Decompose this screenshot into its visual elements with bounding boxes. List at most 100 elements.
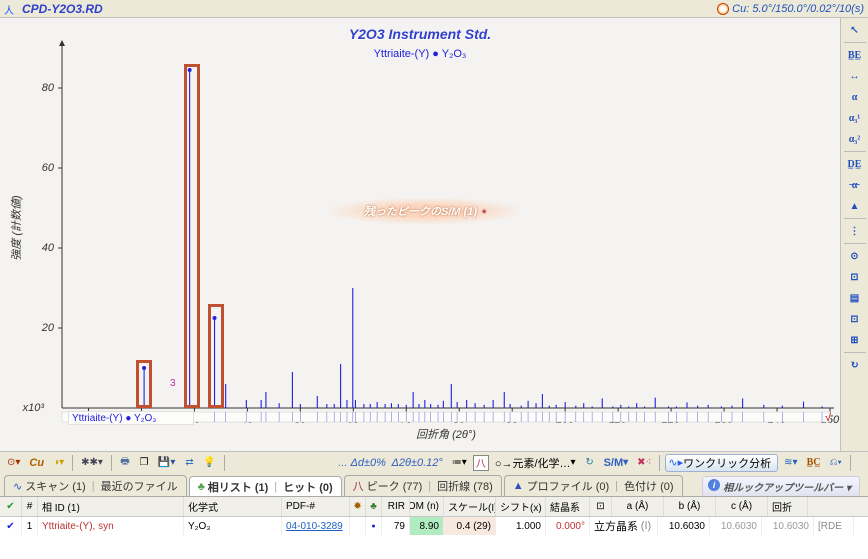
grid-row[interactable]: ✔ 1 Yttriaite-(Y), syn Y₂O₃ 04-010-3289 …	[0, 517, 868, 535]
cell-a: 10.6030	[658, 517, 710, 535]
peaks-tab-icon: 八	[353, 478, 364, 494]
copy-icon[interactable]: ❐	[136, 454, 152, 472]
col-idx[interactable]: #	[22, 497, 38, 516]
col-phase-id[interactable]: 相 ID (1)	[38, 497, 184, 516]
transfer-icon[interactable]: ⇄	[181, 454, 197, 472]
right-tool-8[interactable]: ▲	[844, 196, 866, 216]
right-tool-13[interactable]: ⊡	[844, 309, 866, 329]
cell-star	[350, 517, 366, 535]
tabs-row: ∿ スキャン (1)|最近のファイル ♣ 相リスト (1)|ヒット (0) 八 …	[4, 475, 683, 496]
svg-text:40: 40	[42, 242, 55, 254]
phase-grid: ✔ # 相 ID (1) 化学式 PDF-# ✹ ♣ RIR FOM (n) ス…	[0, 496, 868, 559]
col-b[interactable]: b (Å)	[664, 497, 716, 516]
bc-button[interactable]: B̲C̲	[804, 454, 824, 472]
cell-phase: Yttriaite-(Y), syn	[38, 517, 184, 535]
cell-check[interactable]: ✔	[0, 517, 22, 535]
cell-c: 10.6030	[762, 517, 814, 535]
col-c[interactable]: c (Å)	[716, 497, 768, 516]
cell-shift: 0.000°	[546, 517, 590, 535]
delta-label: … Δd±0% Δ2θ±0.12°	[335, 457, 446, 469]
col-shift[interactable]: シフト(x)	[496, 497, 546, 516]
col-rir[interactable]: RIR	[382, 497, 410, 516]
svg-text:回折角 (2θ°): 回折角 (2θ°)	[416, 428, 476, 441]
col-star[interactable]: ✹	[350, 497, 366, 516]
file-name: CPD-Y2O3.RD	[22, 2, 103, 16]
col-flag[interactable]: ⊡	[590, 497, 612, 516]
grid-header: ✔ # 相 ID (1) 化学式 PDF-# ✹ ♣ RIR FOM (n) ス…	[0, 497, 868, 517]
right-toolbar: ↖B̲E̲↔αα₃¹α₃²D̲E̶̲α̶▲⋮⊙⊡▤⊡⊞↻	[840, 18, 868, 451]
cell-b: 10.6030	[710, 517, 762, 535]
tab-peaks[interactable]: 八 ピーク (77)|回折線 (78)	[344, 475, 502, 496]
cell-idx: 1	[22, 517, 38, 535]
target-dropdown[interactable]: ⊙▾	[4, 454, 23, 472]
svg-text:x10³: x10³	[22, 402, 45, 414]
cell-last: [RDE	[814, 517, 854, 535]
col-refl[interactable]: 回折	[768, 497, 808, 516]
right-tool-1[interactable]: B̲E̲	[844, 45, 866, 65]
right-tool-10[interactable]: ⊙	[844, 246, 866, 266]
wave-icon[interactable]: ≋▾	[781, 454, 800, 472]
close-analysis-icon[interactable]: ✖⁖	[634, 454, 654, 472]
col-scale[interactable]: スケール(I)	[444, 497, 496, 516]
svg-text:√: √	[825, 412, 832, 424]
right-tool-15[interactable]: ↻	[844, 355, 866, 375]
options-menu[interactable]: ≔▾	[449, 454, 470, 472]
cell-formula: Y₂O₃	[184, 517, 282, 535]
target-icon	[717, 3, 729, 15]
pattern-mode-icon[interactable]: 八	[473, 455, 489, 471]
right-tool-5[interactable]: α₃²	[844, 129, 866, 149]
phase-legend-box[interactable]: Yttriaite-(Y) ● Y₂O₃	[68, 411, 194, 425]
right-tool-6[interactable]: D̲E̲	[844, 154, 866, 174]
right-tool-11[interactable]: ⊡	[844, 267, 866, 287]
profile-tab-icon: ▲	[513, 480, 524, 492]
col-fom[interactable]: FOM (n)	[410, 497, 444, 516]
col-formula[interactable]: 化学式	[184, 497, 282, 516]
sm-button[interactable]: S/M▾	[601, 454, 632, 472]
cell-dot: ●	[366, 517, 382, 535]
cell-scale: 1.000	[496, 517, 546, 535]
right-tool-12[interactable]: ▤	[844, 288, 866, 308]
bulb-icon[interactable]: ◑▾	[50, 454, 67, 472]
col-a[interactable]: a (Å)	[612, 497, 664, 516]
right-tool-2[interactable]: ↔	[844, 66, 866, 86]
elements-button[interactable]: ○→元素/化学…▾	[492, 454, 579, 472]
scan-text: Cu: 5.0°/150.0°/0.02°/10(s)	[732, 3, 864, 15]
col-club[interactable]: ♣	[366, 497, 382, 516]
right-tool-9[interactable]: ⋮	[844, 221, 866, 241]
cell-fom-n: 0.4 (29)	[444, 517, 496, 535]
svg-text:80: 80	[42, 82, 55, 94]
phase-tab-icon: ♣	[198, 481, 205, 493]
tab-phase-list[interactable]: ♣ 相リスト (1)|ヒット (0)	[189, 476, 342, 497]
gears-icon[interactable]: ✱✱▾	[78, 454, 106, 472]
tab-scans[interactable]: ∿ スキャン (1)|最近のファイル	[4, 475, 187, 496]
tab-profile[interactable]: ▲ プロファイル (0)|色付け (0)	[504, 475, 683, 496]
diffractogram-plot[interactable]: 1020304050607080901001101201301401502040…	[0, 18, 840, 451]
plot-svg: 1020304050607080901001101201301401502040…	[0, 18, 840, 451]
lightbulb-icon[interactable]: 💡	[200, 454, 218, 472]
col-system[interactable]: 結晶系	[546, 497, 590, 516]
reload-icon[interactable]: ↻	[582, 454, 598, 472]
scan-tab-icon: ∿	[13, 480, 22, 493]
cell-rir: 79	[382, 517, 410, 535]
svg-text:60: 60	[42, 162, 55, 174]
svg-text:20: 20	[41, 322, 55, 334]
phase-lookup-toolbar[interactable]: 相ルックアップツールバー ▾	[702, 476, 860, 497]
print-icon[interactable]: 🖶	[117, 454, 133, 472]
save-icon[interactable]: 💾▾	[155, 454, 178, 472]
right-tool-14[interactable]: ⊞	[844, 330, 866, 350]
right-tool-3[interactable]: α	[844, 87, 866, 107]
right-tool-7[interactable]: ̶α̶	[844, 175, 866, 195]
cell-system: 立方晶系 (I)	[590, 517, 658, 535]
right-tool-0[interactable]: ↖	[844, 20, 866, 40]
chart-tool-icon[interactable]: ⎌▾	[826, 454, 844, 472]
cell-pdf-link[interactable]: 04-010-3289	[282, 517, 350, 535]
oneclick-button[interactable]: ∿▸ワンクリック分析	[665, 454, 778, 472]
col-check[interactable]: ✔	[0, 497, 22, 516]
scan-parameters: Cu: 5.0°/150.0°/0.02°/10(s)	[717, 3, 864, 15]
col-pdf[interactable]: PDF-#	[282, 497, 350, 516]
right-tool-4[interactable]: α₃¹	[844, 108, 866, 128]
svg-text:強度 (計数値): 強度 (計数値)	[10, 195, 23, 261]
cu-label[interactable]: Cu	[26, 454, 47, 472]
cell-fom: 8.90	[410, 517, 444, 535]
middle-toolbar: ⊙▾ Cu ◑▾ ✱✱▾ 🖶 ❐ 💾▾ ⇄ 💡 … Δd±0% Δ2θ±0.12…	[0, 451, 868, 473]
